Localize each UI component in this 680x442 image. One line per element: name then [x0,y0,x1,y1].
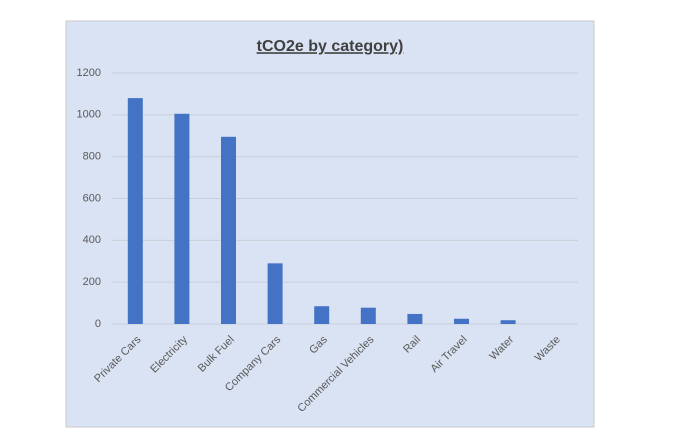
y-tick-label: 200 [83,276,101,288]
bar [221,136,236,324]
bar [407,313,423,324]
y-tick-label: 1000 [77,109,101,121]
y-tick-label: 800 [83,151,101,163]
y-tick-label: 400 [83,234,101,246]
bar [454,318,469,324]
y-tick-label: 0 [95,318,101,330]
chart-title: tCO2e by category) [257,38,404,55]
bar [267,263,283,324]
bar [314,306,330,324]
y-tick-label: 600 [83,192,101,204]
bar [360,307,376,324]
y-tick-label: 1200 [77,67,101,79]
chart-area [65,20,595,428]
bar [500,320,516,324]
bar [174,113,190,324]
bar [127,98,143,324]
